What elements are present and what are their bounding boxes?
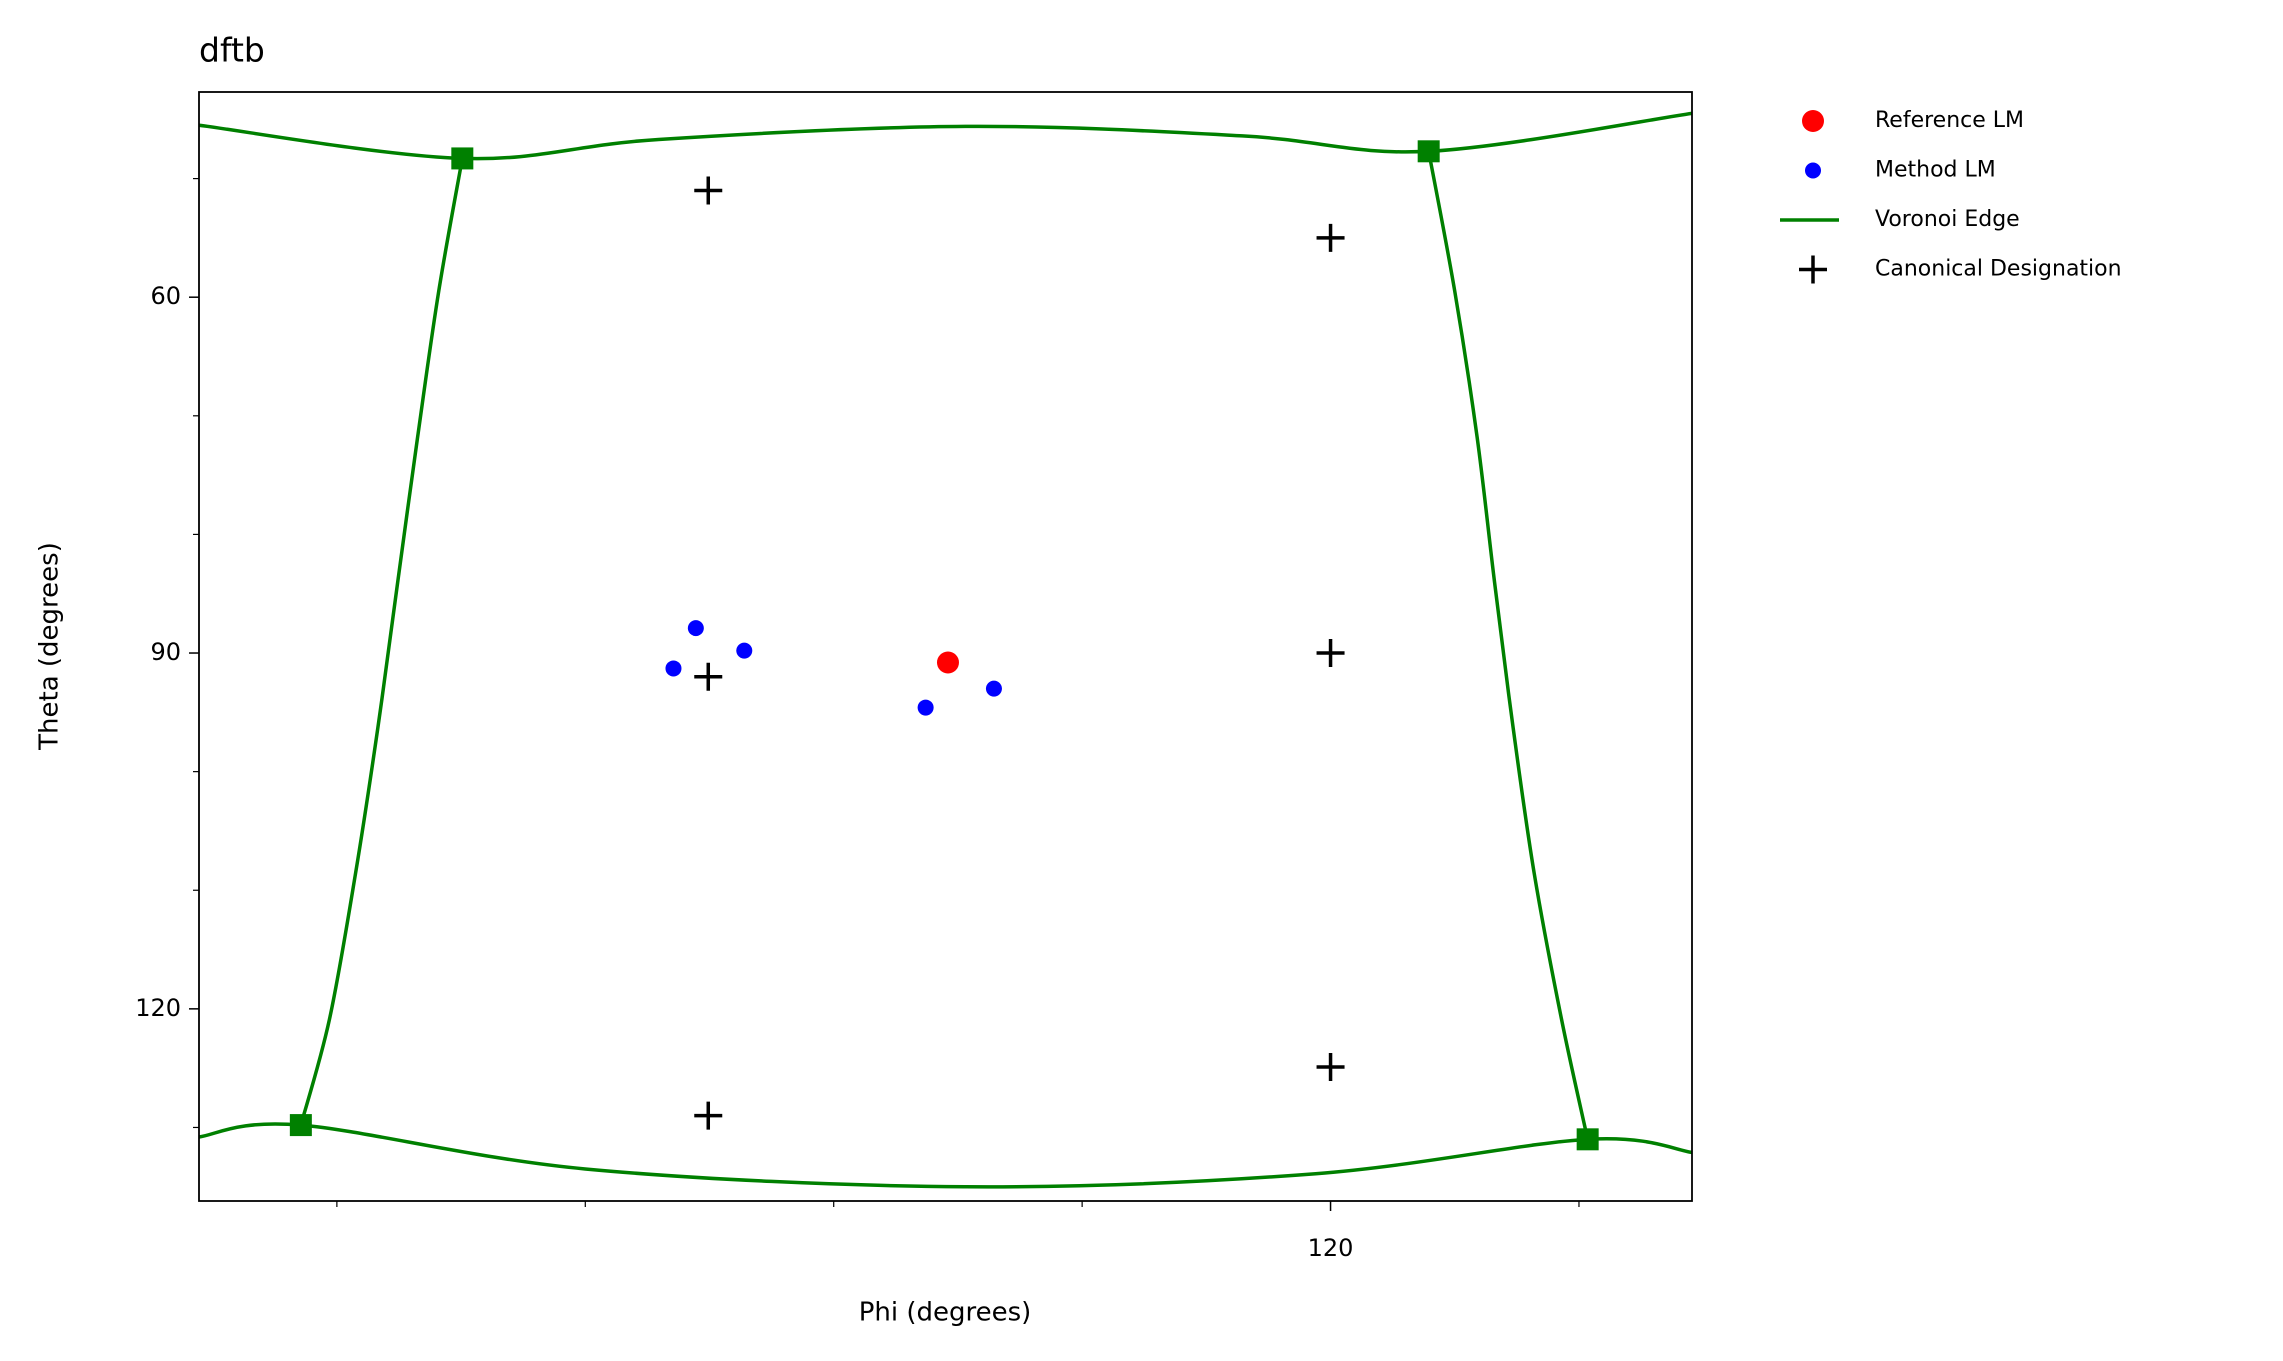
chart-title: dftb xyxy=(199,31,265,70)
legend-label: Canonical Designation xyxy=(1875,257,2122,282)
canonical-marker xyxy=(694,1101,723,1130)
reference-point xyxy=(936,651,959,674)
y-tick-label: 60 xyxy=(150,282,181,310)
legend-symbol xyxy=(1802,110,1824,132)
plot-area xyxy=(199,111,1692,1189)
legend-label: Reference LM xyxy=(1875,108,2024,133)
legend-label: Voronoi Edge xyxy=(1875,207,2020,232)
voronoi-edge xyxy=(199,1122,1692,1189)
voronoi-vertex xyxy=(451,147,474,170)
canonical-marker xyxy=(694,176,723,205)
method-point xyxy=(665,660,682,677)
legend-symbol xyxy=(1799,255,1827,284)
x-tick-label: 120 xyxy=(1308,1234,1354,1262)
voronoi-edge xyxy=(299,158,465,1126)
method-point xyxy=(985,680,1002,697)
canonical-marker xyxy=(1316,639,1345,668)
legend-symbol xyxy=(1805,162,1821,179)
method-point xyxy=(736,642,753,659)
voronoi-edge xyxy=(1426,150,1590,1140)
y-axis-label: Theta (degrees) xyxy=(35,542,65,751)
canonical-marker xyxy=(694,662,723,691)
voronoi-edge xyxy=(199,111,1692,161)
canonical-marker xyxy=(1316,1052,1345,1081)
canonical-marker xyxy=(1316,223,1345,252)
method-point xyxy=(917,699,934,716)
legend-label: Method LM xyxy=(1875,158,1996,183)
voronoi-vertex xyxy=(289,1114,312,1137)
voronoi-vertex xyxy=(1417,140,1440,163)
y-tick-label: 90 xyxy=(150,638,181,666)
plot-frame xyxy=(198,91,1693,1202)
y-tick-label: 120 xyxy=(135,994,181,1022)
x-axis-label: Phi (degrees) xyxy=(859,1298,1032,1328)
voronoi-vertex xyxy=(1576,1128,1599,1151)
method-point xyxy=(687,620,704,637)
